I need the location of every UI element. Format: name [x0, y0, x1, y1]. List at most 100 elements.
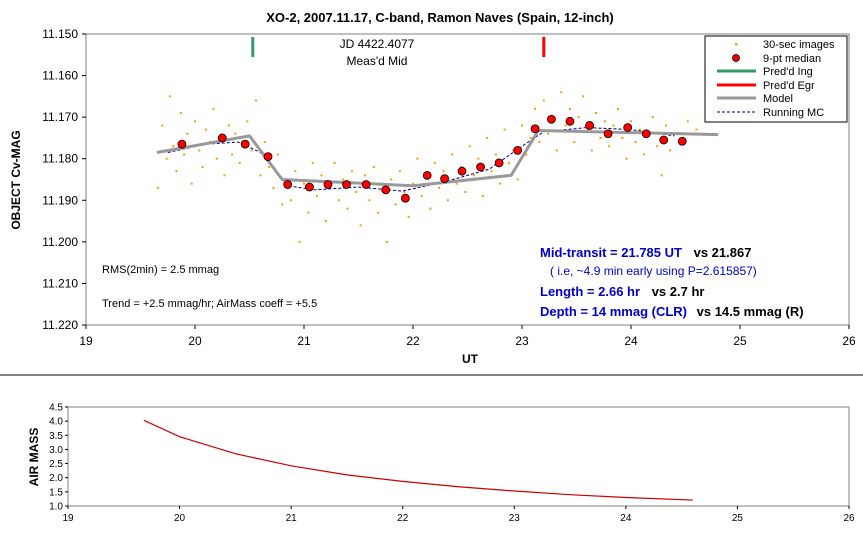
image-point [250, 149, 253, 152]
image-point [368, 199, 371, 202]
legend-label-median: 9-pt median [763, 53, 821, 65]
image-point [507, 161, 510, 164]
image-point [412, 182, 414, 185]
median-point [240, 139, 250, 149]
image-point [429, 207, 432, 210]
image-point [346, 207, 349, 210]
legend-label-images: 30-sec images [763, 39, 835, 51]
median-point [565, 116, 575, 126]
image-point [394, 203, 397, 206]
image-point [377, 211, 380, 214]
image-point [664, 124, 667, 127]
image-point [473, 174, 476, 177]
image-point [521, 124, 523, 127]
rms-annotation: RMS(2min) = 2.5 mmag [102, 264, 219, 276]
image-point [342, 178, 345, 181]
bottom-x-tick-label: 25 [732, 513, 744, 524]
image-point [660, 174, 663, 177]
image-point [190, 182, 193, 185]
depth-compare: vs 14.5 mmag (R) [697, 304, 804, 319]
median-point [585, 121, 594, 130]
top-y-tick-label: 11.170 [42, 110, 78, 124]
chart-title: XO-2, 2007.11.17, C-band, Ramon Naves (S… [266, 10, 614, 25]
image-point [165, 157, 168, 160]
length-value: Length = 2.66 hr [540, 284, 640, 299]
image-point [564, 124, 567, 127]
image-point [686, 120, 689, 123]
airmass-line [143, 419, 693, 501]
mid-transit-compare: vs 21.867 [694, 245, 752, 260]
bottom-x-tick-label: 21 [286, 513, 298, 524]
bottom-x-tick-label: 24 [620, 513, 632, 524]
image-point [516, 178, 519, 181]
image-point [179, 111, 182, 114]
image-point [568, 107, 571, 110]
top-x-tick-label: 26 [842, 334, 856, 348]
image-point [525, 153, 528, 156]
bottom-y-tick-label: 2.5 [49, 459, 63, 470]
bottom-y-axis-ticks: 1.0 1.5 2.0 2.5 3.0 3.5 4.0 4.5 [49, 403, 68, 513]
image-point [324, 220, 327, 223]
image-point [194, 120, 196, 123]
image-point [168, 95, 171, 98]
top-x-tick-label: 19 [79, 334, 93, 348]
top-x-axis-ticks: 19 20 21 22 23 24 25 26 [79, 325, 856, 348]
image-point [599, 136, 602, 139]
median-point [400, 193, 410, 203]
image-point [612, 124, 615, 127]
legend-swatch-images [735, 43, 738, 46]
median-point [494, 158, 504, 168]
image-point [215, 157, 218, 160]
depth-annotation: Depth = 14 mmag (CLR) vs 14.5 mmag (R) [540, 304, 804, 319]
image-point [337, 199, 340, 202]
bottom-x-tick-label: 26 [843, 513, 855, 524]
image-point [281, 203, 284, 206]
image-point [651, 116, 654, 119]
image-point [238, 161, 241, 164]
image-point [621, 136, 624, 139]
top-x-tick-label: 21 [297, 334, 311, 348]
image-point [246, 120, 249, 123]
top-x-tick-label: 20 [188, 334, 202, 348]
bottom-y-tick-label: 4.5 [49, 403, 63, 414]
image-point [638, 128, 641, 131]
bottom-y-tick-label: 1.5 [49, 487, 63, 498]
top-y-tick-label: 11.210 [42, 276, 78, 290]
image-point [364, 174, 367, 177]
top-x-tick-label: 25 [733, 334, 747, 348]
mid-transit-value: Mid-transit = 21.785 UT [540, 245, 682, 260]
median-point [440, 174, 450, 184]
image-point [398, 170, 401, 173]
median-point [381, 185, 391, 195]
image-point [477, 157, 480, 160]
median-point [457, 166, 467, 176]
image-point [468, 145, 471, 148]
image-point [198, 149, 201, 152]
top-y-tick-label: 11.220 [42, 318, 78, 332]
image-point [390, 178, 393, 181]
image-point [586, 128, 589, 131]
image-point [407, 215, 410, 218]
image-point [547, 132, 550, 135]
top-x-axis-label: UT [462, 352, 479, 366]
top-y-tick-label: 11.200 [42, 235, 78, 249]
top-y-axis-label: OBJECT Cv-MAG [9, 130, 23, 229]
top-y-tick-label: 11.180 [42, 152, 78, 166]
legend-label-ing: Pred'd Ing [763, 66, 813, 78]
image-point [333, 161, 336, 164]
bottom-x-tick-label: 19 [62, 513, 74, 524]
image-point [183, 153, 186, 156]
top-x-tick-label: 23 [515, 334, 529, 348]
image-point [385, 240, 388, 243]
image-point [255, 99, 258, 102]
median-point [547, 114, 556, 124]
bottom-x-tick-label: 23 [509, 513, 521, 524]
image-point [276, 153, 279, 156]
image-point [455, 182, 458, 185]
median-point [641, 129, 651, 139]
image-point [316, 195, 319, 198]
trend-annotation: Trend = +2.5 mmag/hr; AirMass coeff = +5… [102, 298, 317, 310]
image-point [577, 116, 580, 119]
image-point [643, 153, 646, 156]
bottom-chart-marks [143, 419, 693, 501]
